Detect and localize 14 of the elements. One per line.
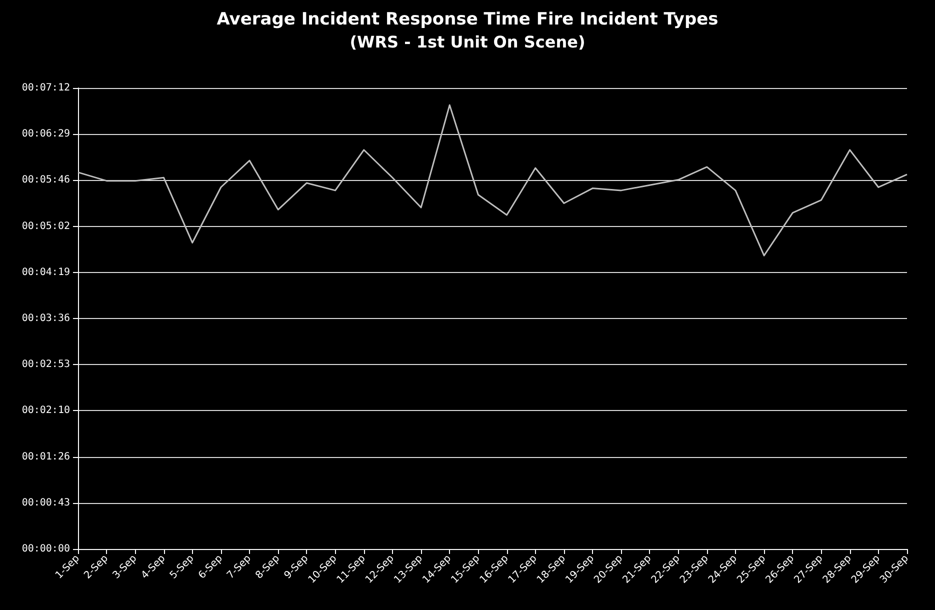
y-tick-label: 00:07:12 (22, 82, 70, 94)
chart-subtitle: (WRS - 1st Unit On Scene) (350, 32, 586, 52)
y-tick-label: 00:00:00 (22, 544, 70, 554)
y-tick-label: 00:04:19 (22, 266, 70, 278)
y-tick-label: 00:06:29 (22, 128, 70, 140)
y-tick-label: 00:00:43 (22, 497, 70, 508)
y-tick-label: 00:02:10 (22, 405, 70, 416)
line-series (77, 104, 908, 256)
y-tick-label: 00:02:53 (22, 359, 70, 370)
y-tick-label: 00:01:26 (22, 451, 70, 462)
y-tick-label: 00:03:36 (22, 313, 70, 324)
y-tick-label: 00:05:02 (22, 220, 70, 232)
y-tick-label: 00:05:46 (22, 174, 70, 186)
chart-title: Average Incident Response Time Fire Incident Types (216, 10, 718, 30)
